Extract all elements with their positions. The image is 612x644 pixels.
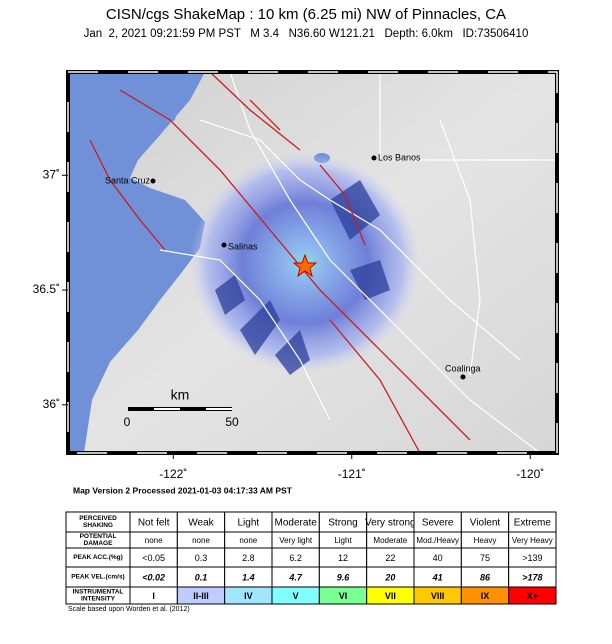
legend-value: VII bbox=[385, 591, 396, 601]
lat-tick-label: 36.5˚ bbox=[33, 282, 60, 296]
legend-value: I bbox=[152, 591, 155, 601]
scale-bar bbox=[206, 408, 232, 410]
ocean bbox=[68, 72, 205, 453]
legend-row-header: DAMAGE bbox=[84, 540, 114, 547]
place-label: Salinas bbox=[228, 241, 258, 251]
faults bbox=[89, 72, 471, 453]
legend-value: Moderate bbox=[275, 518, 318, 529]
subtitle: Jan 2, 2021 09:21:59 PM PST M 3.4 N36.60… bbox=[84, 28, 529, 40]
legend-value: II-III bbox=[193, 591, 209, 601]
legend-value: none bbox=[192, 536, 210, 545]
lat-tick-label: 36˚ bbox=[43, 397, 60, 411]
legend-value: IV bbox=[244, 591, 253, 601]
legend-value: 0.1 bbox=[195, 572, 208, 582]
lon-tick-label: -121˚ bbox=[338, 467, 366, 481]
legend-value: VI bbox=[339, 591, 348, 601]
legend-value: Severe bbox=[422, 518, 454, 529]
legend-value: 22 bbox=[385, 553, 395, 563]
legend-value: >139 bbox=[522, 553, 542, 563]
place-label: Santa Cruz bbox=[105, 175, 151, 185]
legend-value: VIII bbox=[431, 591, 445, 601]
place-label: Los Banos bbox=[378, 152, 421, 162]
footnote: Scale based upon Worden et al. (2012) bbox=[68, 606, 190, 613]
legend-value: Very Heavy bbox=[512, 536, 553, 545]
scale-bar bbox=[154, 408, 180, 410]
legend-value: Not felt bbox=[138, 518, 170, 529]
legend-value: Weak bbox=[188, 518, 214, 529]
map-version: Map Version 2 Processed 2021-01-03 04:17… bbox=[73, 485, 293, 495]
legend-row-header: POTENTIAL bbox=[80, 533, 117, 540]
scale-label: 0 bbox=[124, 415, 131, 429]
legend-row-header: PEAK VEL.(cm/s) bbox=[71, 574, 124, 581]
city-marker bbox=[371, 155, 377, 161]
legend-value: Moderate bbox=[373, 536, 407, 545]
city-marker bbox=[150, 178, 156, 184]
legend-value: none bbox=[239, 536, 257, 545]
legend-value: Very light bbox=[279, 536, 313, 545]
legend-row-header: INTENSITY bbox=[81, 596, 116, 603]
lat-tick-label: 37˚ bbox=[43, 167, 60, 181]
legend-row-header: INSTRUMENTAL bbox=[73, 589, 124, 596]
legend-value: 0.3 bbox=[195, 553, 208, 563]
legend-value: 40 bbox=[433, 553, 443, 563]
legend-value: 6.2 bbox=[289, 553, 302, 563]
scale-unit: km bbox=[171, 387, 190, 403]
legend-value: Mod./Heavy bbox=[416, 536, 459, 545]
legend-value: Violent bbox=[470, 518, 501, 529]
legend-value: 1.4 bbox=[242, 572, 255, 582]
map: Los Banos Santa Cruz Salinas Coalinga km… bbox=[68, 72, 557, 453]
place-label: Coalinga bbox=[445, 363, 481, 373]
legend-row-header: PEAK ACC.(%g) bbox=[73, 554, 123, 561]
legend-value: 4.7 bbox=[288, 572, 303, 582]
legend-value: Very strong bbox=[365, 518, 416, 529]
legend-row-header: SHAKING bbox=[83, 522, 113, 529]
legend-value: Extreme bbox=[514, 518, 552, 529]
legend-value: <0.02 bbox=[142, 572, 165, 582]
city-marker bbox=[221, 242, 227, 248]
legend-value: 2.8 bbox=[242, 553, 255, 563]
legend-value: 41 bbox=[432, 572, 443, 582]
legend-value: V bbox=[293, 591, 299, 601]
legend-value: Light bbox=[334, 536, 352, 545]
legend-value: IX bbox=[481, 591, 490, 601]
lon-tick-label: -122˚ bbox=[159, 467, 187, 481]
epicenter bbox=[292, 253, 318, 278]
title: CISN/cgs ShakeMap : 10 km (6.25 mi) NW o… bbox=[106, 6, 506, 23]
legend-value: >178 bbox=[522, 572, 542, 582]
terrain-shading bbox=[215, 180, 390, 375]
city-marker bbox=[460, 374, 466, 380]
legend-cell bbox=[508, 586, 557, 605]
legend-value: 12 bbox=[338, 553, 348, 563]
legend-value: <0.05 bbox=[142, 553, 165, 563]
roads bbox=[159, 72, 557, 453]
map-frame bbox=[67, 71, 558, 454]
bay bbox=[150, 90, 180, 128]
legend-value: Heavy bbox=[474, 536, 497, 545]
lon-tick-label: -120˚ bbox=[516, 467, 544, 481]
legend-value: Strong bbox=[328, 518, 357, 529]
legend-value: 9.6 bbox=[337, 572, 351, 582]
legend-value: none bbox=[145, 536, 163, 545]
legend-value: 75 bbox=[480, 553, 490, 563]
legend-value: X+ bbox=[527, 591, 538, 601]
legend-value: 86 bbox=[480, 572, 491, 582]
legend-row-header: PERCEIVED bbox=[79, 515, 117, 522]
legend-value: Light bbox=[237, 518, 259, 529]
scale-label: 50 bbox=[225, 415, 239, 429]
legend-value: 20 bbox=[384, 572, 395, 582]
